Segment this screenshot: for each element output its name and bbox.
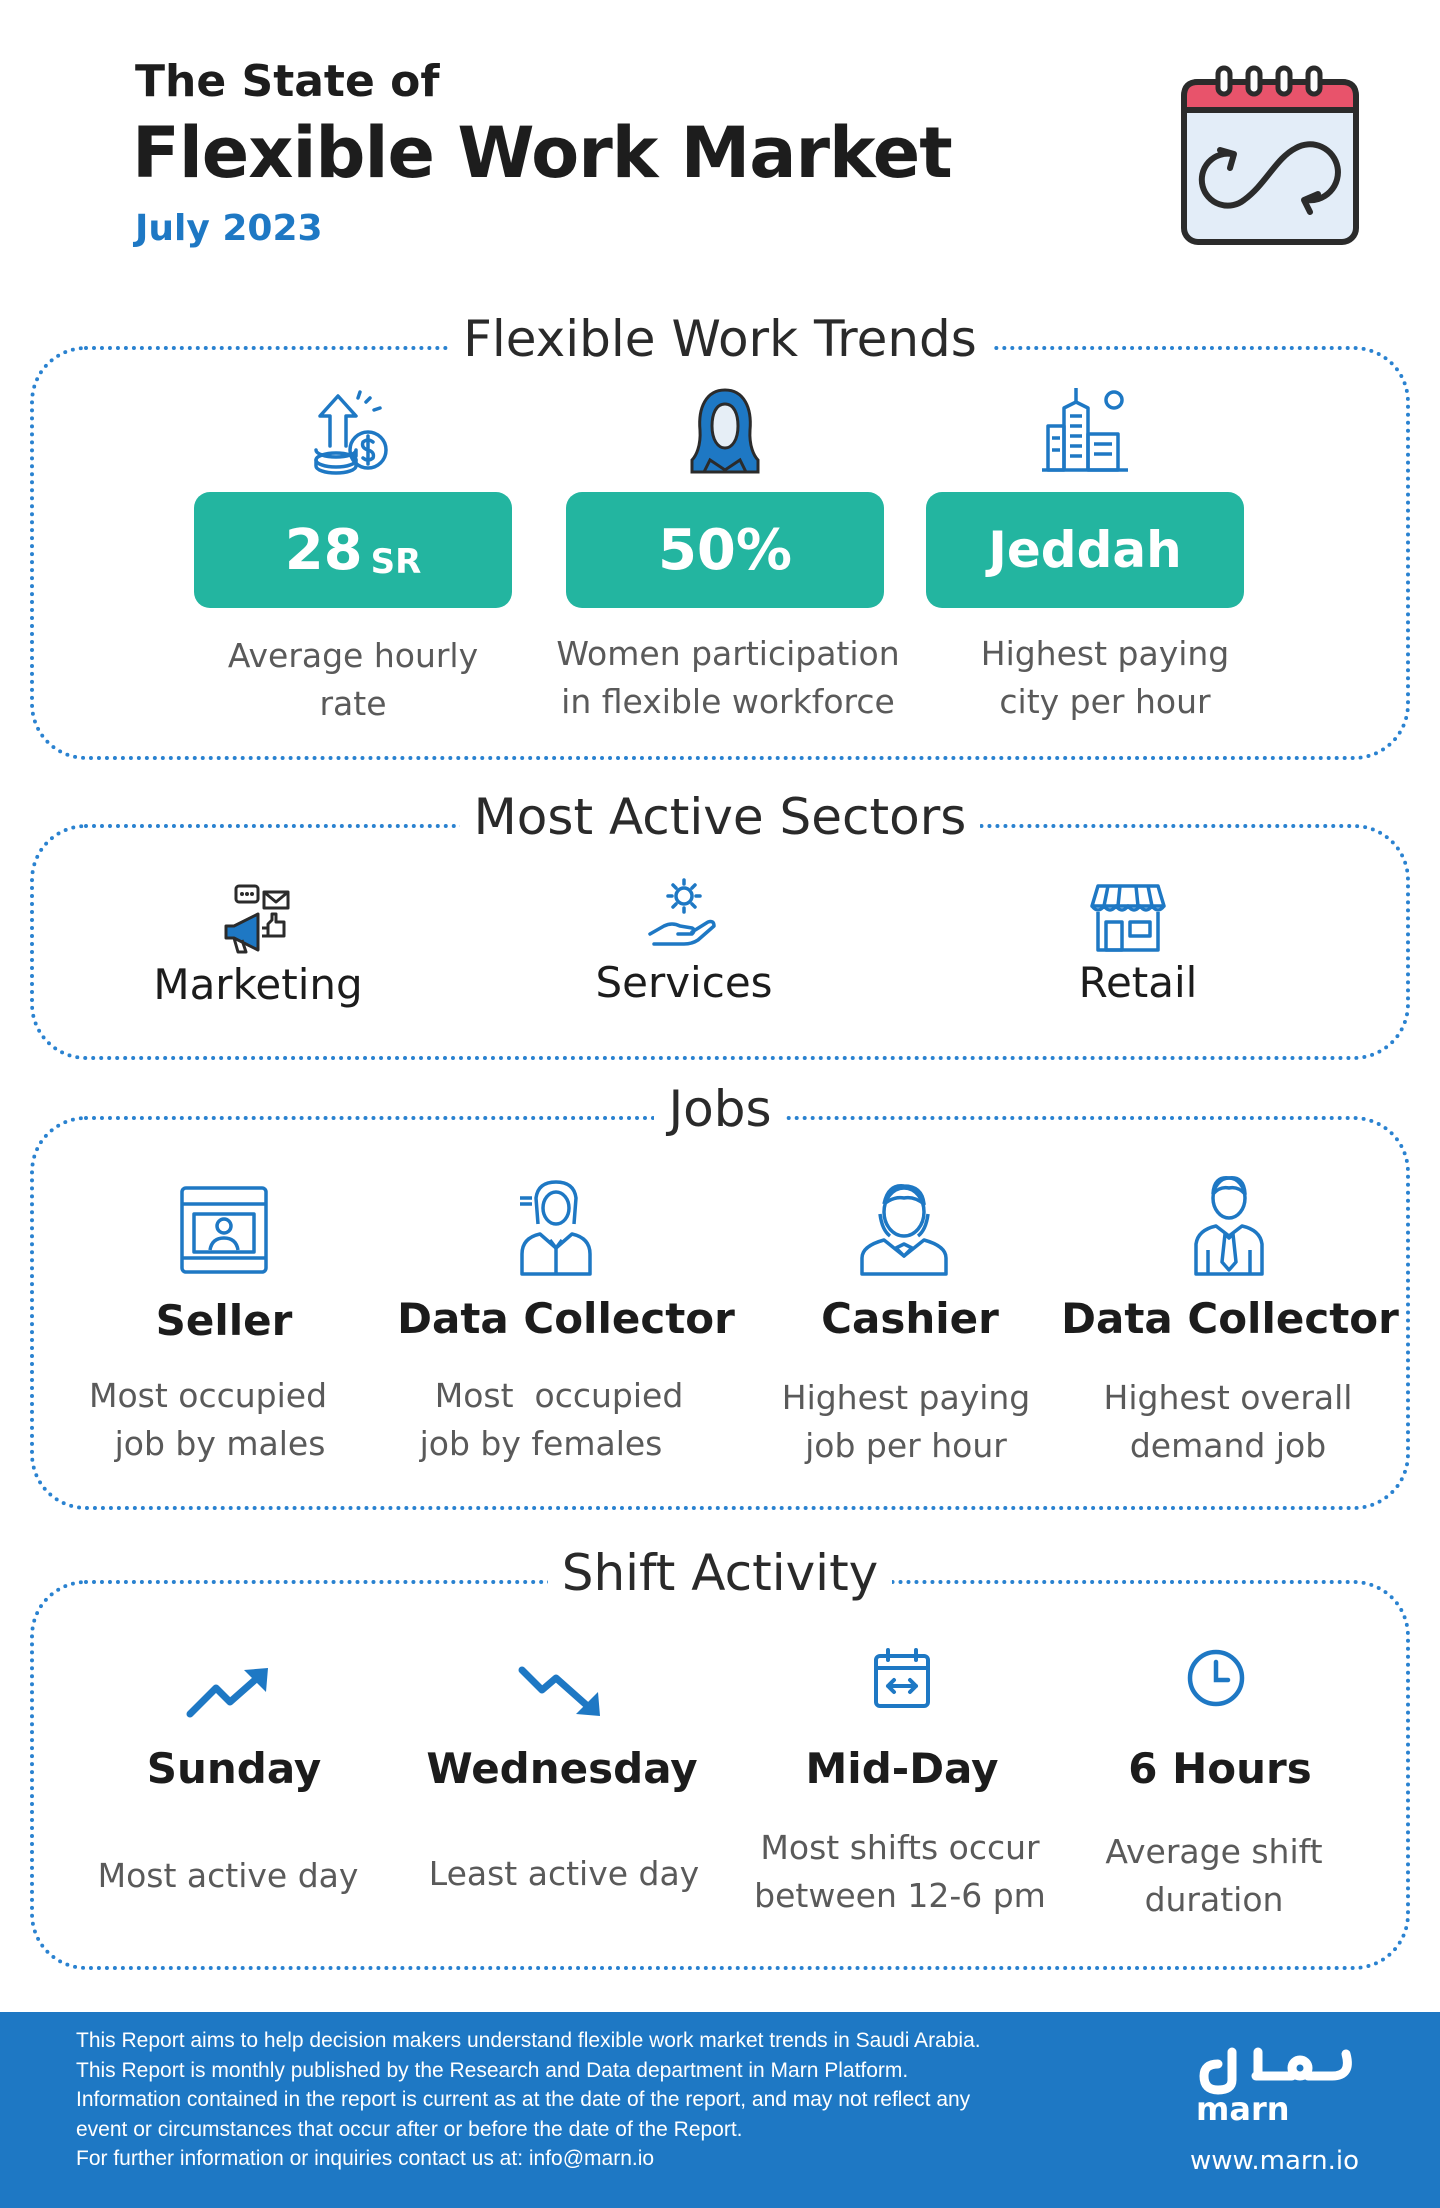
jobs-title: Jobs xyxy=(0,1080,1440,1138)
hourly-rate-badge: 28 SR xyxy=(194,492,512,608)
job-data-collector-female-caption: Most occupied job by females xyxy=(419,1376,684,1463)
job-data-collector-demand: Data Collector xyxy=(1061,1294,1399,1343)
hourly-rate-caption: Average hourly rate xyxy=(227,636,479,723)
calendar-range-icon xyxy=(874,1648,930,1708)
report-date: July 2023 xyxy=(135,208,323,249)
shift-duration-caption: Average shift duration xyxy=(1105,1832,1323,1919)
women-participation-badge: 50% xyxy=(566,492,884,608)
shift-least-active-day: Wednesday xyxy=(426,1744,698,1793)
top-city-badge: Jeddah xyxy=(926,492,1244,608)
trend-up-icon xyxy=(186,1668,268,1718)
calendar-cycle-icon xyxy=(1181,65,1359,245)
marn-logo-icon xyxy=(1199,2047,1352,2095)
money-growth-icon xyxy=(314,390,388,475)
footer-disclaimer: This Report aims to help decision makers… xyxy=(76,2029,981,2170)
sector-services: Services xyxy=(595,958,773,1007)
shift-peak-time-caption: Most shifts occur between 12-6 pm xyxy=(754,1828,1046,1915)
sectors-title: Most Active Sectors xyxy=(0,788,1440,846)
shift-duration: 6 Hours xyxy=(1128,1744,1312,1793)
service-hand-gear-icon xyxy=(648,878,716,946)
job-data-collector-demand-caption: Highest overall demand job xyxy=(1103,1378,1353,1465)
women-participation-caption: Women participation in flexible workforce xyxy=(556,634,900,721)
job-seller: Seller xyxy=(155,1296,293,1345)
shift-peak-time: Mid-Day xyxy=(805,1744,999,1793)
sector-marketing: Marketing xyxy=(153,960,363,1009)
brand-url-link[interactable]: www.marn.io xyxy=(1190,2146,1360,2176)
shift-least-active-caption: Least active day xyxy=(428,1854,700,1893)
trend-down-icon xyxy=(518,1666,600,1716)
woman-hijab-icon xyxy=(690,388,760,474)
page-title: Flexible Work Market xyxy=(132,112,953,194)
job-cashier-caption: Highest paying job per hour xyxy=(781,1378,1031,1465)
city-buildings-icon xyxy=(1042,388,1128,472)
male-worker-icon xyxy=(1194,1176,1264,1276)
female-worker-icon xyxy=(520,1180,592,1276)
trends-title: Flexible Work Trends xyxy=(0,310,1440,368)
footer xyxy=(0,2012,1440,2208)
top-city-caption: Highest paying city per hour xyxy=(980,634,1230,721)
seller-booth-icon xyxy=(180,1186,268,1274)
sector-retail: Retail xyxy=(1078,958,1198,1007)
brand-name: marn xyxy=(1196,2090,1290,2128)
header-subtitle: The State of xyxy=(135,56,440,107)
storefront-icon xyxy=(1090,884,1166,952)
job-seller-caption: Most occupied job by males xyxy=(88,1376,328,1463)
clock-icon xyxy=(1187,1649,1245,1707)
megaphone-icon xyxy=(224,884,290,954)
job-cashier: Cashier xyxy=(821,1294,999,1343)
cashier-icon xyxy=(860,1184,948,1276)
job-data-collector-female: Data Collector xyxy=(397,1294,735,1343)
shift-most-active-caption: Most active day xyxy=(97,1856,359,1895)
shifts-title: Shift Activity xyxy=(0,1544,1440,1602)
shift-most-active-day: Sunday xyxy=(146,1744,322,1793)
